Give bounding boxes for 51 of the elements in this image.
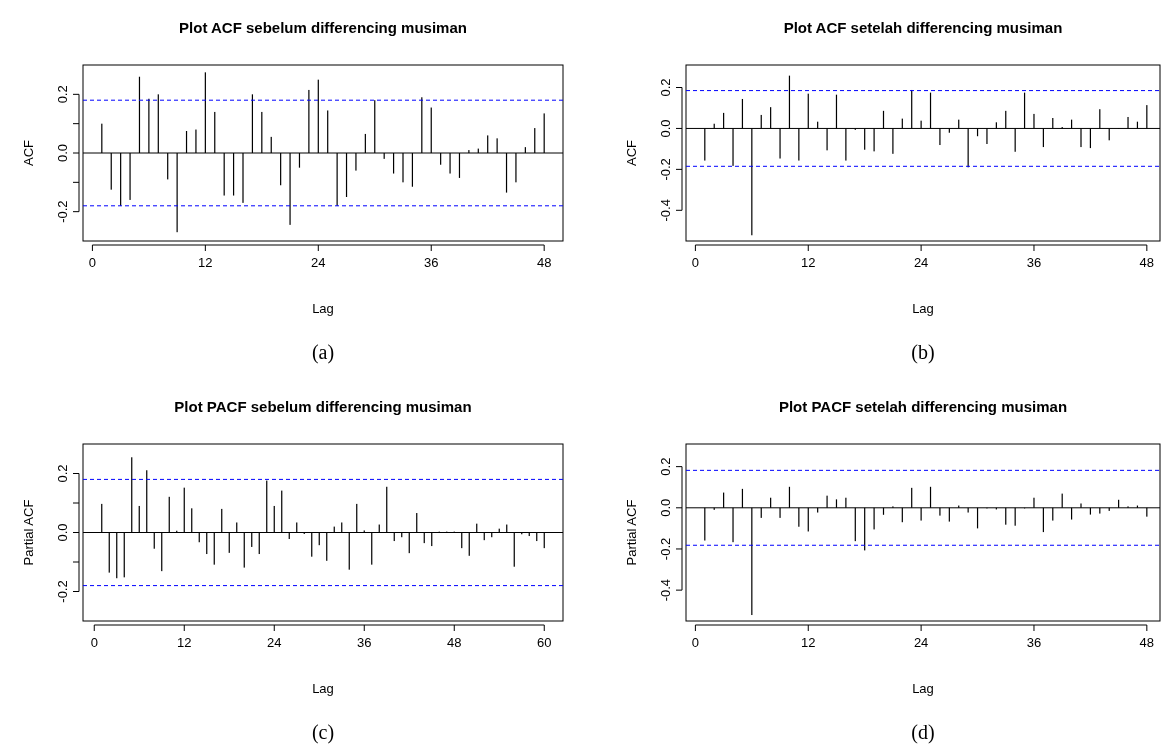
text: (c)	[311, 721, 335, 744]
x-tick-label: 24	[311, 255, 326, 270]
x-axis-title: Lag	[312, 301, 334, 316]
x-tick-label: 12	[801, 255, 816, 270]
x-tick-label: 48	[536, 255, 552, 270]
x-tick-label: 0	[691, 255, 700, 270]
y-axis-title: ACF	[21, 139, 36, 166]
text: (a)	[311, 341, 335, 364]
x-axis-title: Lag	[912, 681, 934, 696]
y-tick-label: 0.0	[55, 523, 70, 542]
x-tick-label: 12	[198, 255, 213, 270]
x-tick-label: 0	[691, 635, 700, 650]
y-tick-label: 0.0	[658, 498, 673, 517]
chart-title: Plot PACF sebelum differencing musiman	[174, 398, 472, 415]
x-tick-label: 36	[357, 635, 372, 650]
x-tick-label: 36	[1026, 255, 1042, 270]
x-tick-label: 48	[1139, 255, 1155, 270]
y-tick-label: 0.2	[55, 464, 70, 483]
x-axis-title: Lag	[312, 681, 334, 696]
y-tick-label: 0.2	[55, 85, 70, 104]
x-tick-label: 0	[88, 255, 97, 270]
y-tick-label: -0.2	[55, 580, 70, 603]
y-tick-label: -0.4	[658, 199, 673, 222]
y-tick-label: -0.4	[658, 578, 673, 602]
chart-title: Plot ACF sebelum differencing musiman	[179, 19, 467, 36]
x-tick-label: 24	[913, 635, 929, 650]
x-tick-label: 36	[424, 255, 439, 270]
y-tick-label: 0.2	[658, 457, 673, 476]
y-tick-label: 0.0	[55, 143, 70, 163]
x-tick-label: 12	[177, 635, 192, 650]
chart-title: Plot ACF setelah differencing musiman	[783, 19, 1063, 36]
y-axis-title: Partial ACF	[21, 499, 36, 566]
y-tick-label: -0.2	[55, 200, 70, 223]
chart-title: Plot PACF setelah differencing musiman	[778, 398, 1068, 415]
y-tick-label: -0.2	[658, 537, 673, 561]
x-tick-label: 24	[913, 255, 929, 270]
y-tick-label: 0.2	[658, 78, 673, 97]
x-tick-label: 12	[801, 635, 816, 650]
x-tick-label: 60	[537, 635, 552, 650]
text: (b)	[911, 341, 935, 364]
x-tick-label: 24	[267, 635, 282, 650]
y-tick-label: 0.0	[658, 119, 673, 138]
text: (d)	[911, 721, 935, 744]
x-tick-label: 48	[1139, 635, 1155, 650]
x-tick-label: 48	[447, 635, 462, 650]
y-axis-title: ACF	[624, 139, 639, 166]
x-tick-label: 0	[90, 635, 98, 650]
x-axis-title: Lag	[912, 301, 934, 316]
y-axis-title: Partial ACF	[624, 499, 639, 566]
x-tick-label: 36	[1026, 635, 1042, 650]
y-tick-label: -0.2	[658, 158, 673, 181]
